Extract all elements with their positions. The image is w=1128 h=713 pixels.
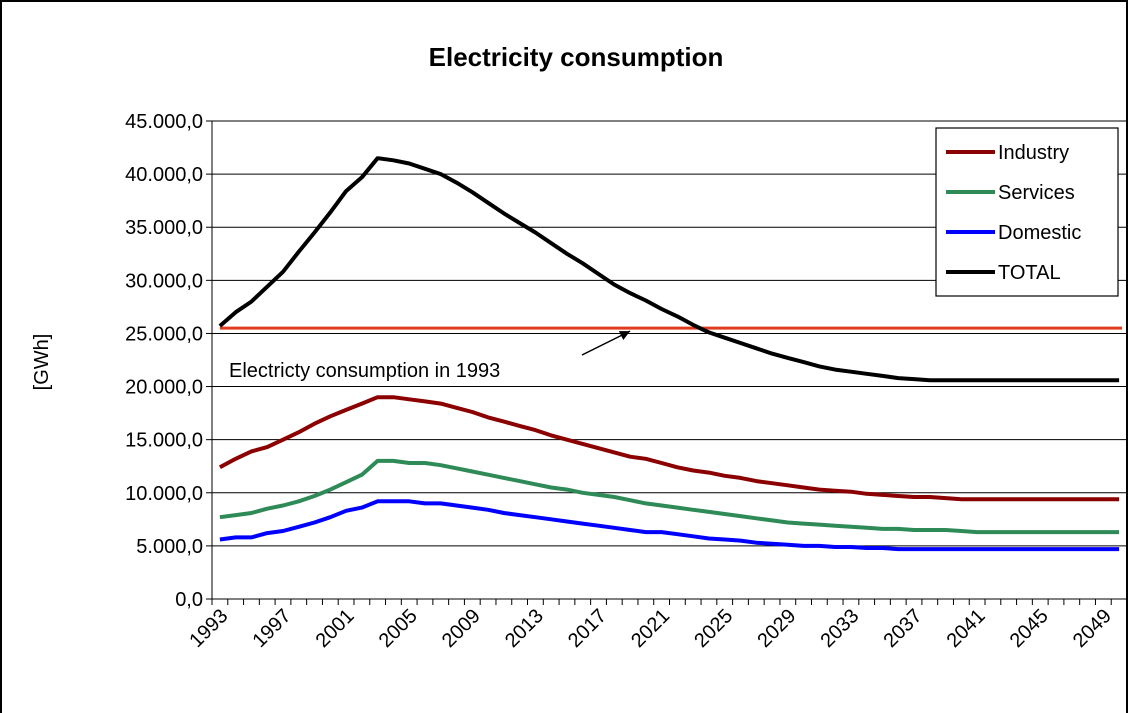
y-tick-label: 40.000,0: [125, 164, 203, 186]
x-tick-label: 2029: [753, 605, 800, 652]
y-tick-label: 25.000,0: [125, 323, 203, 345]
y-tick-label: 35.000,0: [125, 217, 203, 239]
legend-label: Industry: [998, 142, 1069, 164]
x-tick-label: 2025: [690, 605, 737, 652]
y-tick-label: 30.000,0: [125, 270, 203, 292]
y-axis-label: [GWh]: [31, 334, 53, 391]
legend-label: Domestic: [998, 222, 1081, 244]
annotation-arrowhead: [618, 331, 631, 341]
series-line-domestic: [219, 499, 1120, 552]
x-tick-label: 2049: [1069, 605, 1116, 652]
x-tick-label: 2041: [943, 605, 990, 652]
x-tick-label: 1993: [185, 605, 232, 652]
series-line-industry: [218, 395, 1120, 502]
x-tick-label: 2037: [880, 605, 927, 652]
x-tick-label: 1997: [249, 605, 296, 652]
x-tick-label: 2021: [627, 605, 674, 652]
legend: Industry Services Domestic TOTAL: [935, 127, 1119, 297]
x-tick-label: 2033: [816, 605, 863, 652]
annotation-text: Electricty consumption in 1993: [229, 360, 500, 382]
y-tick-label: 45.000,0: [125, 111, 203, 133]
series-line-services: [219, 458, 1120, 535]
legend-label: Services: [998, 182, 1075, 204]
chart-title: Electricity consumption: [429, 42, 724, 72]
y-tick-label: 0,0: [175, 589, 203, 611]
legend-label: TOTAL: [998, 262, 1061, 284]
legend-box: [935, 127, 1119, 297]
series-line-total: [218, 156, 1120, 383]
x-tick-label: 2005: [375, 605, 422, 652]
x-tick-label: 2001: [312, 605, 359, 652]
x-tick-label: 2009: [438, 605, 485, 652]
x-tick-label: 2045: [1006, 605, 1053, 652]
series-lines: [218, 156, 1120, 552]
x-tick-label: 2013: [501, 605, 548, 652]
x-tick-label: 2017: [564, 605, 611, 652]
annotation: Electricty consumption in 1993: [229, 330, 631, 382]
y-tick-label: 10.000,0: [125, 483, 203, 505]
y-tick-label: 20.000,0: [125, 377, 203, 399]
y-tick-label: 15.000,0: [125, 430, 203, 452]
y-tick-label: 5.000,0: [136, 536, 203, 558]
